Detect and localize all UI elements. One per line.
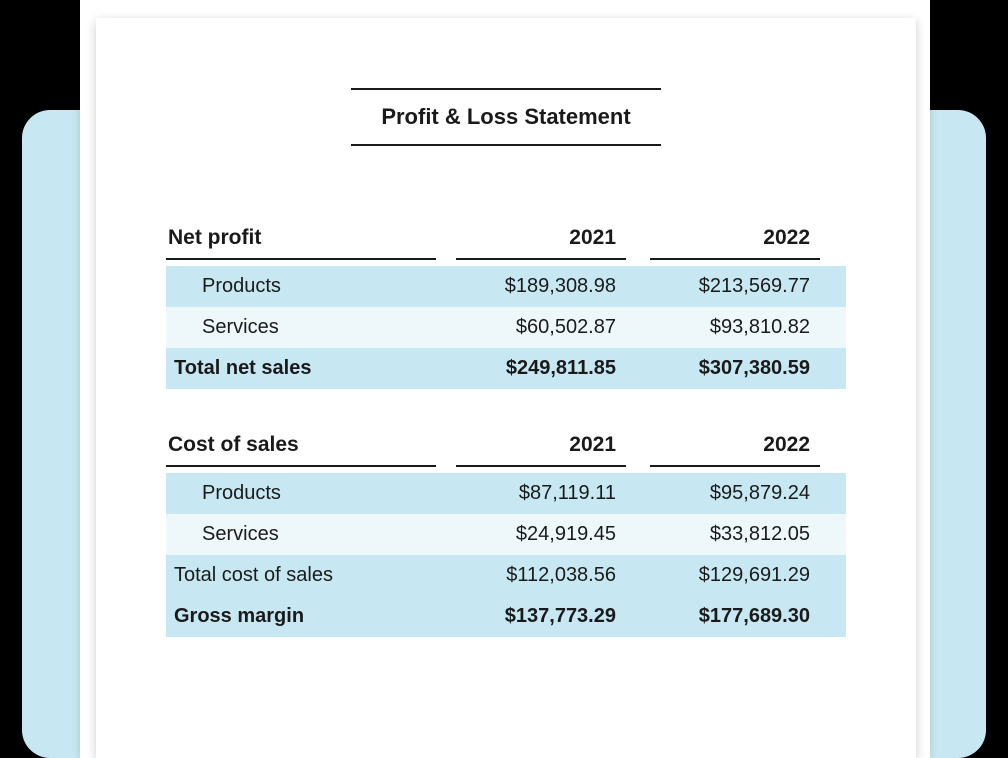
row-label: Services bbox=[166, 523, 436, 546]
row-value-year2: $177,689.30 bbox=[650, 605, 820, 628]
row-value-year1: $87,119.11 bbox=[456, 482, 626, 505]
row-value-year1: $249,811.85 bbox=[456, 357, 626, 380]
title-rule-box: Profit & Loss Statement bbox=[351, 88, 661, 146]
row-label: Products bbox=[166, 275, 436, 298]
row-value-year1: $60,502.87 bbox=[456, 316, 626, 339]
section-header-label: Net profit bbox=[166, 226, 436, 260]
row-label: Services bbox=[166, 316, 436, 339]
row-label: Total net sales bbox=[166, 357, 436, 380]
row-value-year2: $33,812.05 bbox=[650, 523, 820, 546]
table-row: Total net sales $249,811.85 $307,380.59 bbox=[166, 348, 846, 389]
row-value-year2: $213,569.77 bbox=[650, 275, 820, 298]
table-row: Gross margin $137,773.29 $177,689.30 bbox=[166, 596, 846, 637]
section-header-label: Cost of sales bbox=[166, 433, 436, 467]
column-header-year2: 2022 bbox=[650, 433, 820, 467]
table-header-row: Net profit 2021 2022 bbox=[166, 226, 846, 260]
column-header-year2: 2022 bbox=[650, 226, 820, 260]
row-value-year1: $24,919.45 bbox=[456, 523, 626, 546]
table-row: Products $87,119.11 $95,879.24 bbox=[166, 473, 846, 514]
statement-paper: Profit & Loss Statement Net profit 2021 20… bbox=[96, 18, 916, 758]
page-title: Profit & Loss Statement bbox=[351, 104, 661, 130]
row-label: Gross margin bbox=[166, 605, 436, 628]
table-row: Services $60,502.87 $93,810.82 bbox=[166, 307, 846, 348]
table-header-row: Cost of sales 2021 2022 bbox=[166, 433, 846, 467]
row-value-year2: $129,691.29 bbox=[650, 564, 820, 587]
table-section: Net profit 2021 2022 Products $189,308.98 $21… bbox=[166, 226, 846, 389]
row-value-year2: $95,879.24 bbox=[650, 482, 820, 505]
column-header-year1: 2021 bbox=[456, 226, 626, 260]
row-value-year1: $112,038.56 bbox=[456, 564, 626, 587]
row-label: Products bbox=[166, 482, 436, 505]
row-value-year1: $189,308.98 bbox=[456, 275, 626, 298]
row-value-year1: $137,773.29 bbox=[456, 605, 626, 628]
row-label: Total cost of sales bbox=[166, 564, 436, 587]
table-row: Products $189,308.98 $213,569.77 bbox=[166, 266, 846, 307]
column-header-year1: 2021 bbox=[456, 433, 626, 467]
row-value-year2: $93,810.82 bbox=[650, 316, 820, 339]
table-section: Cost of sales 2021 2022 Products $87,119.11 $… bbox=[166, 433, 846, 637]
table-row: Total cost of sales $112,038.56 $129,691.2… bbox=[166, 555, 846, 596]
table-row: Services $24,919.45 $33,812.05 bbox=[166, 514, 846, 555]
row-value-year2: $307,380.59 bbox=[650, 357, 820, 380]
